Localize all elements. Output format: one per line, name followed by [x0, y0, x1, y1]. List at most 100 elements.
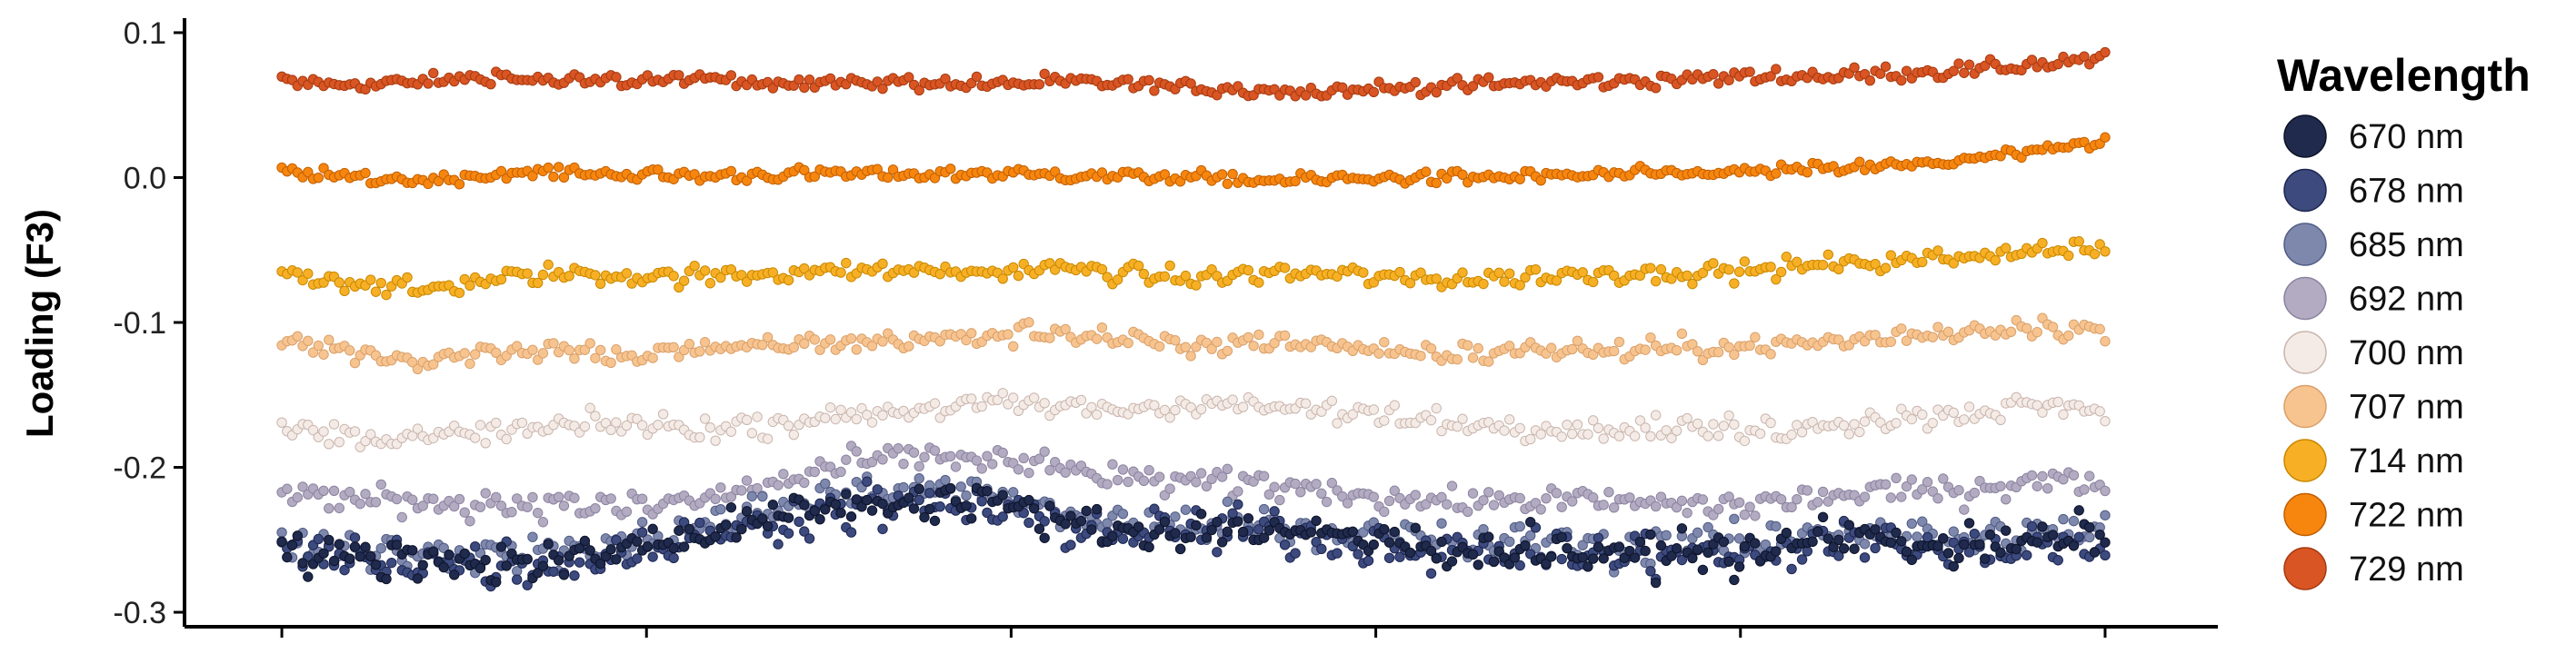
data-point [1906, 413, 1917, 425]
data-point [386, 557, 397, 569]
data-point [1233, 486, 1243, 497]
data-point [1880, 61, 1892, 72]
data-point [773, 480, 784, 490]
data-point [1822, 249, 1834, 260]
data-point [1096, 167, 1108, 178]
data-point [1425, 545, 1437, 557]
data-point [919, 511, 930, 523]
data-point [1383, 495, 1395, 507]
data-point [1687, 278, 1698, 290]
data-point [694, 517, 705, 529]
data-point [480, 554, 491, 566]
data-point [1938, 473, 1949, 484]
data-point [908, 447, 920, 458]
data-point [1541, 493, 1552, 504]
data-point [1222, 526, 1233, 537]
data-point [1170, 528, 1181, 539]
data-point [1917, 516, 1928, 527]
y-axis-title-group: Loading (F3) [18, 209, 61, 438]
data-point [1917, 256, 1928, 268]
data-point [1421, 166, 1432, 177]
data-point [1279, 540, 1291, 550]
data-point [574, 543, 585, 554]
data-point [370, 497, 382, 508]
data-point [1096, 322, 1108, 333]
data-point [1792, 256, 1802, 268]
data-point [543, 162, 554, 173]
data-point [1864, 74, 1876, 86]
data-point [1682, 412, 1692, 424]
data-point [2005, 326, 2017, 338]
data-point [1008, 341, 1019, 352]
data-point [940, 74, 951, 84]
data-point [1708, 258, 1719, 269]
data-point [877, 84, 888, 94]
data-point [904, 72, 914, 83]
data-point [1556, 501, 1567, 512]
data-point [1739, 256, 1751, 267]
data-point [402, 272, 413, 283]
legend-label: 729 nm [2349, 550, 2464, 589]
data-point [725, 264, 737, 275]
data-point [1619, 552, 1630, 563]
y-axis-ticks: 0.1 0.0 -0.1 -0.2 -0.3 [113, 16, 185, 630]
data-point [653, 420, 664, 431]
data-point [945, 482, 956, 494]
data-point [464, 280, 475, 292]
data-point [1452, 421, 1463, 432]
data-point [339, 564, 350, 576]
data-point [1917, 409, 1928, 421]
data-point [710, 493, 721, 505]
data-point [501, 433, 512, 445]
data-point [945, 451, 956, 462]
data-point [1959, 67, 1970, 78]
data-point [1091, 409, 1103, 421]
data-point [794, 74, 804, 85]
data-point [1143, 74, 1154, 86]
data-point [1436, 425, 1447, 437]
y-tick-label: -0.3 [113, 596, 166, 630]
data-point [636, 493, 648, 504]
data-point [584, 402, 595, 413]
data-point [1483, 356, 1494, 367]
data-point [1233, 499, 1243, 510]
data-point [746, 490, 758, 502]
data-point [731, 532, 742, 543]
data-point [877, 523, 888, 535]
data-point [862, 494, 873, 506]
data-point [1974, 539, 1985, 550]
data-point [1760, 539, 1772, 550]
data-point [354, 550, 365, 562]
data-point [1206, 524, 1217, 536]
data-point [318, 548, 329, 559]
data-point [1765, 262, 1776, 272]
data-point [809, 466, 821, 478]
data-point [1212, 336, 1223, 348]
data-point [360, 167, 371, 179]
data-point [611, 344, 622, 355]
data-point [1463, 506, 1473, 518]
data-point [684, 523, 695, 535]
data-point [1258, 532, 1270, 543]
legend-key [2283, 276, 2327, 321]
data-point [1812, 526, 1823, 537]
data-point [715, 482, 726, 493]
data-point [605, 357, 616, 369]
data-point [569, 570, 580, 581]
data-point [1697, 267, 1709, 279]
data-point [1849, 543, 1860, 554]
data-point [2063, 330, 2074, 342]
series-670-nm [276, 482, 2111, 589]
data-point [480, 488, 491, 499]
data-point [527, 491, 538, 503]
data-point [1404, 547, 1416, 559]
data-point [459, 548, 470, 560]
data-point [1687, 339, 1698, 350]
data-point [877, 498, 888, 510]
data-point [2037, 521, 2048, 532]
data-point [1457, 267, 1468, 278]
data-point [1650, 410, 1662, 421]
legend-key [2283, 331, 2327, 374]
data-point [1906, 474, 1917, 485]
data-point [710, 435, 721, 446]
